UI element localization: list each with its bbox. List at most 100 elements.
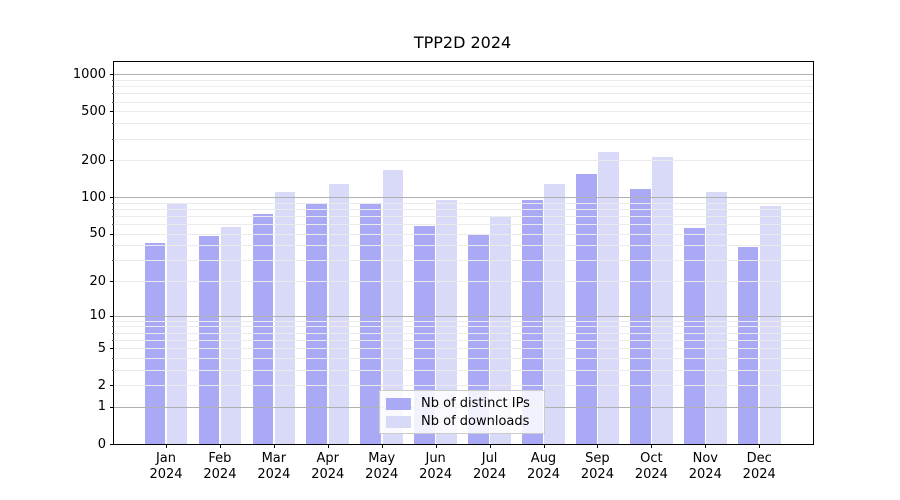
- gridline-minor: [114, 369, 813, 371]
- x-tick-label: Oct 2024: [634, 451, 668, 482]
- y-tick: [110, 197, 114, 199]
- x-tick-label: Apr 2024: [311, 451, 345, 482]
- y-tick-minor: [112, 202, 114, 204]
- gridline-minor: [114, 79, 813, 81]
- gridline-minor: [114, 326, 813, 328]
- gridline-minor: [114, 93, 813, 95]
- y-tick-label: 20: [89, 273, 106, 289]
- x-tick-label: May 2024: [365, 451, 399, 482]
- y-tick: [110, 160, 114, 162]
- y-tick: [110, 348, 114, 350]
- bar-distinct-ips-dec: [737, 246, 759, 444]
- y-tick-label: 0: [97, 436, 106, 452]
- y-tick-label: 2: [97, 377, 106, 393]
- bar-distinct-ips-jun: [414, 225, 435, 444]
- gridline-minor: [114, 281, 813, 283]
- legend-label-distinct-ips: Nb of distinct IPs: [421, 396, 530, 411]
- gridline-minor: [114, 208, 813, 210]
- bar-distinct-ips-mar: [252, 213, 274, 444]
- y-tick-label: 200: [81, 152, 106, 168]
- chart-title: TPP2D 2024: [413, 33, 512, 52]
- y-tick: [110, 111, 114, 113]
- y-tick-label: 5: [97, 340, 106, 356]
- x-tick: [705, 444, 707, 448]
- y-tick: [110, 233, 114, 235]
- gridline-minor: [114, 332, 813, 334]
- bar-downloads-nov: [706, 191, 727, 444]
- bar-downloads-aug: [544, 183, 565, 444]
- x-tick-label: Nov 2024: [688, 451, 722, 482]
- gridline-minor: [114, 215, 813, 217]
- bar-downloads-jan: [166, 203, 188, 444]
- gridline-minor: [114, 339, 813, 341]
- gridline-minor: [114, 233, 813, 235]
- gridline-minor: [114, 260, 813, 262]
- bar-distinct-ips-sep: [576, 174, 597, 444]
- y-tick-label: 10: [89, 308, 106, 324]
- bar-downloads-sep: [598, 151, 619, 444]
- legend: Nb of distinct IPs Nb of downloads: [379, 390, 545, 434]
- gridline-minor: [114, 348, 813, 350]
- gridline-minor: [114, 101, 813, 103]
- y-tick-minor: [112, 86, 114, 88]
- bar-downloads-may: [382, 170, 404, 444]
- x-tick-label: Jan 2024: [149, 451, 183, 482]
- x-tick: [435, 444, 437, 448]
- x-tick: [543, 444, 545, 448]
- bar-downloads-apr: [328, 183, 350, 444]
- gridline-minor: [114, 202, 813, 204]
- legend-label-downloads: Nb of downloads: [421, 414, 530, 429]
- gridline-minor: [114, 111, 813, 113]
- legend-swatch-distinct-ips: [386, 398, 411, 410]
- gridline-minor: [114, 357, 813, 359]
- y-tick-minor: [112, 138, 114, 140]
- y-tick-label: 1: [97, 399, 106, 415]
- y-tick-minor: [112, 326, 114, 328]
- gridline-minor: [114, 160, 813, 162]
- gridline-minor: [114, 138, 813, 140]
- y-tick-minor: [112, 79, 114, 81]
- y-tick-minor: [112, 208, 114, 210]
- x-tick: [327, 444, 329, 448]
- gridline-minor: [114, 385, 813, 387]
- y-tick: [110, 444, 114, 445]
- gridline-minor: [114, 320, 813, 322]
- x-tick: [273, 444, 275, 448]
- y-tick-label: 100: [81, 189, 106, 205]
- y-tick-minor: [112, 245, 114, 247]
- x-tick-label: Mar 2024: [257, 451, 291, 482]
- x-tick: [219, 444, 221, 448]
- y-tick-minor: [112, 369, 114, 371]
- y-tick-minor: [112, 357, 114, 359]
- legend-swatch-downloads: [386, 416, 411, 428]
- x-tick: [651, 444, 653, 448]
- x-tick-label: Aug 2024: [526, 451, 561, 482]
- bar-distinct-ips-apr: [306, 202, 327, 444]
- y-tick: [110, 74, 114, 76]
- y-tick-minor: [112, 123, 114, 125]
- bar-downloads-mar: [274, 191, 296, 444]
- y-tick: [110, 315, 114, 317]
- x-tick: [489, 444, 491, 448]
- y-tick-minor: [112, 332, 114, 334]
- bar-downloads-feb: [220, 226, 242, 444]
- x-tick: [759, 444, 761, 448]
- y-tick: [110, 406, 114, 408]
- gridline-major: [114, 74, 813, 76]
- bar-downloads-dec: [760, 205, 781, 444]
- y-tick: [110, 281, 114, 283]
- y-tick-label: 500: [81, 103, 106, 119]
- legend-item-downloads: Nb of downloads: [386, 413, 538, 431]
- x-tick-label: Jun 2024: [419, 451, 453, 482]
- y-tick-minor: [112, 339, 114, 341]
- gridline-minor: [114, 86, 813, 88]
- bar-distinct-ips-may: [360, 203, 381, 444]
- y-tick-minor: [112, 93, 114, 95]
- x-tick-label: Feb 2024: [203, 451, 237, 482]
- y-tick-minor: [112, 101, 114, 103]
- gridline-minor: [114, 245, 813, 247]
- x-tick-label: Sep 2024: [580, 451, 614, 482]
- y-tick-minor: [112, 224, 114, 226]
- x-tick-label: Dec 2024: [742, 451, 776, 482]
- bar-downloads-oct: [652, 156, 673, 444]
